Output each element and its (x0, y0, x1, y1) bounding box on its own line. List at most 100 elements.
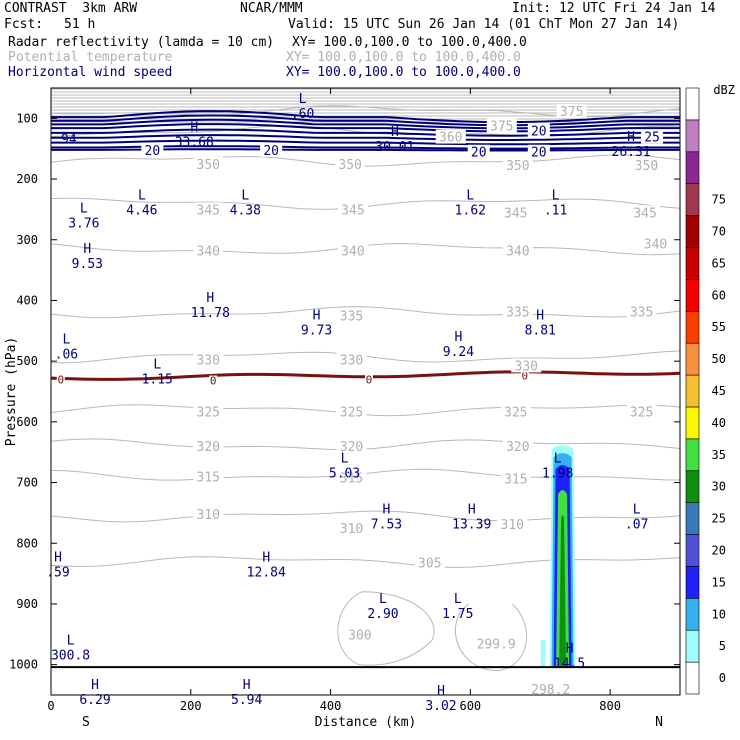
colorbar-swatch (685, 119, 700, 153)
colorbar-label: 20 (712, 543, 726, 557)
valid-label: Valid: 15 UTC Sun 26 Jan 14 (01 ChT Mon … (288, 17, 680, 32)
extremum-low: L (341, 451, 349, 466)
theta-label: 345 (633, 206, 656, 221)
y-tick-label: 500 (16, 354, 38, 368)
extremum-low: L (138, 189, 146, 204)
extremum-value: 11.78 (191, 306, 230, 321)
x-tick-label: 0 (47, 699, 54, 713)
extremum-high: H (83, 242, 91, 257)
theta-label: 330 (515, 359, 538, 374)
colorbar-label: 75 (712, 193, 726, 207)
y-tick-label: 800 (16, 536, 38, 550)
extremum-value: 9.24 (443, 345, 474, 360)
extremum-high: H (243, 678, 251, 693)
wind-contour (51, 134, 680, 141)
extremum-high: H (206, 291, 214, 306)
wind-label: 20 (145, 144, 161, 159)
extremum-value: 14.5 (554, 656, 585, 671)
theta-label: 335 (340, 310, 363, 325)
extremum-value: 13.39 (452, 517, 491, 532)
extremum-low: L (554, 451, 562, 466)
colorbar-swatch (685, 566, 700, 599)
theta-label: 345 (341, 203, 364, 218)
extremum-value: 26.31 (612, 145, 651, 160)
extremum-value: 300.8 (51, 648, 90, 663)
init-label: Init: 12 UTC Fri 24 Jan 14 (512, 1, 716, 16)
colorbar-swatch (685, 470, 700, 503)
extremum-value: 3.02 (425, 699, 456, 714)
extremum-value: 1.62 (455, 204, 486, 219)
theta-contour-300-cell (337, 591, 435, 666)
colorbar-label: 5 (719, 639, 726, 653)
theta-label: 340 (197, 245, 220, 260)
theta-label: 310 (340, 522, 363, 537)
field-wind-name: Horizontal wind speed (8, 65, 173, 80)
wind-contour (51, 118, 680, 130)
extremum-value: 12.84 (247, 565, 286, 580)
x-axis-title: Distance (km) (315, 715, 417, 730)
extremum-high: H (536, 309, 544, 324)
extremum-value: .06 (55, 347, 78, 362)
theta-label: 320 (340, 440, 363, 455)
extremum-value: 1.15 (142, 372, 173, 387)
zero-line-label: 0 (210, 375, 217, 388)
wind-label: 20 (531, 146, 547, 161)
x-tick-label: 200 (180, 699, 202, 713)
colorbar-swatch (685, 406, 700, 440)
wind-contour (51, 110, 680, 124)
y-tick-label: 600 (16, 415, 38, 429)
theta-label: 325 (504, 406, 527, 421)
theta-label: 340 (341, 245, 364, 260)
y-tick-label: 200 (16, 172, 38, 186)
colorbar-label: 30 (712, 480, 726, 494)
extremum-value: 5.03 (329, 466, 360, 481)
theta-label: 375 (490, 120, 513, 135)
colorbar-label: 10 (712, 607, 726, 621)
north-label: N (655, 715, 663, 730)
theta-label: 315 (197, 470, 220, 485)
y-tick-label: 100 (16, 111, 38, 125)
zero-line-label: 0 (366, 373, 373, 386)
colorbar-swatch (685, 215, 700, 248)
colorbar-swatch (685, 279, 700, 312)
extremum-high: H (91, 678, 99, 693)
colorbar-swatch (685, 374, 700, 408)
colorbar-swatch (685, 151, 700, 184)
colorbar-swatch (685, 534, 700, 567)
wind-label: 20 (471, 146, 487, 161)
extremum-value: 9.53 (72, 257, 103, 272)
theta-label: 305 (418, 557, 441, 572)
colorbar-swatch (685, 438, 700, 472)
extremum-value: 4.46 (126, 204, 157, 219)
extremum-low: L (241, 189, 249, 204)
reflectivity-band-4 (559, 515, 567, 668)
field-theta-xy: XY= 100.0,100.0 to 100.0,400.0 (286, 50, 521, 65)
theta-contour-310 (51, 510, 680, 523)
extremum-high: H (391, 125, 399, 140)
extremum-low: L (67, 633, 75, 648)
colorbar-swatch (685, 629, 700, 663)
extremum-value: 5.94 (231, 693, 262, 708)
extremum-value: 30.01 (375, 140, 414, 155)
model-title: CONTRAST 3km ARW (4, 1, 138, 16)
theta-label: 315 (340, 472, 363, 487)
extremum-high: H (383, 502, 391, 517)
wind-label: 25 (644, 131, 660, 146)
fcst-label: Fcst: (4, 17, 44, 32)
colorbar-label: 70 (712, 225, 726, 239)
theta-label: 350 (635, 159, 658, 174)
extremum-high: H (627, 130, 635, 145)
theta-label: 325 (197, 406, 220, 421)
extremum-value: 6.29 (79, 693, 110, 708)
extremum-low: L (80, 201, 88, 216)
colorbar-swatch (685, 310, 700, 344)
wind-label: 20 (263, 144, 279, 159)
theta-label: 340 (506, 245, 529, 260)
extremum-low: L (454, 592, 462, 607)
fcst-value: 51 h (64, 17, 96, 32)
extremum-high: H (468, 502, 476, 517)
theta-label: 310 (501, 518, 524, 533)
colorbar-label: 40 (712, 416, 726, 430)
wind-contour (51, 128, 680, 137)
